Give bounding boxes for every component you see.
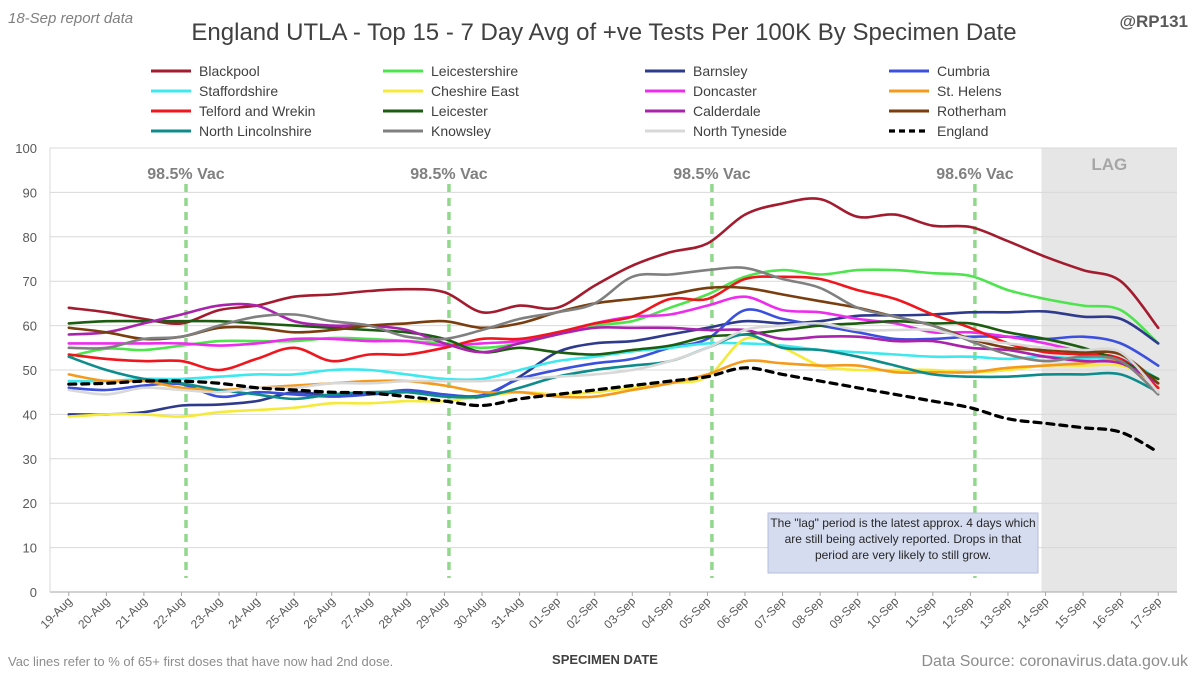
legend-label-cumbria: Cumbria bbox=[937, 63, 990, 79]
annotation-text-wrap: The "lag" period is the latest approx. 4… bbox=[770, 516, 1036, 562]
chart-title: England UTLA - Top 15 - 7 Day Avg of +ve… bbox=[191, 19, 1016, 46]
series-lines bbox=[67, 197, 1160, 454]
y-tick-label: 40 bbox=[23, 407, 37, 422]
y-tick-label: 70 bbox=[23, 274, 37, 289]
vac-footnote: Vac lines refer to % of 65+ first doses … bbox=[8, 654, 393, 669]
legend-label-telford-and-wrekin: Telford and Wrekin bbox=[199, 103, 315, 119]
vac-line-label: 98.5% Vac bbox=[410, 166, 488, 183]
series-line-north-lincolnshire bbox=[67, 333, 1160, 401]
series-line-knowsley bbox=[67, 266, 1160, 396]
series-line-staffordshire bbox=[67, 341, 1160, 383]
legend-label-blackpool: Blackpool bbox=[199, 63, 260, 79]
x-axis-label: SPECIMEN DATE bbox=[552, 652, 658, 667]
legend-label-knowsley: Knowsley bbox=[431, 123, 491, 139]
vac-line-label: 98.5% Vac bbox=[147, 166, 225, 183]
y-tick-label: 80 bbox=[23, 230, 37, 245]
lag-annotation: The "lag" period is the latest approx. 4… bbox=[767, 512, 1039, 574]
legend-label-st-helens: St. Helens bbox=[937, 83, 1002, 99]
lag-label: LAG bbox=[1091, 155, 1127, 174]
series-line-barnsley bbox=[67, 309, 1160, 416]
vac-line-label: 98.6% Vac bbox=[936, 166, 1014, 183]
gridlines bbox=[49, 147, 1177, 593]
legend-label-rotherham: Rotherham bbox=[937, 103, 1006, 119]
legend-label-north-lincolnshire: North Lincolnshire bbox=[199, 123, 312, 139]
report-date-label: 18-Sep report data bbox=[8, 10, 133, 27]
y-tick-label: 10 bbox=[23, 541, 37, 556]
y-tick-label: 100 bbox=[15, 141, 37, 156]
annotation-box bbox=[767, 512, 1039, 574]
legend-label-england: England bbox=[937, 123, 988, 139]
series-line-telford-and-wrekin bbox=[67, 275, 1160, 390]
y-tick-label: 50 bbox=[23, 363, 37, 378]
legend-label-staffordshire: Staffordshire bbox=[199, 83, 278, 99]
legend-label-leicestershire: Leicestershire bbox=[431, 63, 518, 79]
legend: Blackpool Leicestershire Barnsley Cumbria St… bbox=[151, 63, 1006, 139]
y-tick-label: 20 bbox=[23, 496, 37, 511]
legend-label-leicester: Leicester bbox=[431, 103, 488, 119]
author-handle: @RP131 bbox=[1119, 12, 1188, 31]
series-line-cumbria bbox=[67, 308, 1160, 399]
y-tick-label: 0 bbox=[30, 585, 37, 600]
series-line-calderdale bbox=[67, 302, 1160, 385]
series-line-england bbox=[67, 366, 1160, 454]
legend-label-cheshire-east: Cheshire East bbox=[431, 83, 519, 99]
vac-line-label: 98.5% Vac bbox=[673, 166, 751, 183]
legend-label-barnsley: Barnsley bbox=[693, 63, 747, 79]
annotation-text: The "lag" period is the latest approx. 4… bbox=[770, 516, 1036, 562]
legend-label-doncaster: Doncaster bbox=[693, 83, 757, 99]
y-tick-label: 60 bbox=[23, 319, 37, 334]
legend-label-north-tyneside: North Tyneside bbox=[693, 123, 787, 139]
legend-label-calderdale: Calderdale bbox=[693, 103, 761, 119]
y-tick-label: 30 bbox=[23, 452, 37, 467]
series-line-leicestershire bbox=[67, 268, 1160, 358]
y-tick-label: 90 bbox=[23, 185, 37, 200]
series-line-leicester bbox=[67, 319, 1160, 381]
data-source: Data Source: coronavirus.data.gov.uk bbox=[921, 653, 1189, 670]
